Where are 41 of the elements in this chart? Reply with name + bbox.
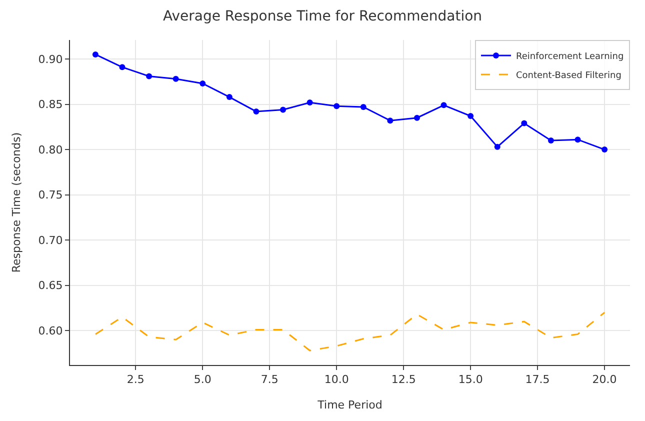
x-tick-label: 7.5: [260, 373, 278, 386]
y-tick-label: 0.65: [38, 279, 63, 292]
point: [387, 118, 394, 124]
legend-label: Content-Based Filtering: [516, 71, 622, 82]
point: [92, 51, 98, 58]
y-tick-label: 0.80: [38, 143, 63, 156]
x-tick-label: 20.0: [592, 373, 617, 386]
x-tick-label: 15.0: [458, 373, 483, 386]
point: [602, 146, 608, 153]
x-tick-label: 10.0: [324, 373, 349, 386]
y-tick-label: 0.85: [38, 98, 63, 112]
line-series: [94, 312, 606, 352]
x-tick-label: 5.0: [194, 373, 212, 386]
point: [172, 76, 179, 82]
point: [360, 104, 366, 110]
legend-label: Reinforcement Learning: [516, 52, 624, 62]
point: [521, 120, 528, 126]
x-axis-title: Time Period: [316, 398, 382, 412]
point: [280, 106, 286, 113]
x-tick-label: 17.5: [525, 373, 550, 386]
y-axis-title: Response Time (seconds): [10, 132, 23, 273]
point: [468, 113, 474, 120]
point: [440, 102, 447, 108]
point: [414, 114, 420, 121]
y-tick-label: 0.75: [38, 188, 63, 202]
point: [306, 99, 313, 106]
point: [119, 64, 126, 70]
point: [548, 137, 554, 144]
y-tick-label: 0.70: [38, 234, 63, 247]
point: [253, 108, 260, 115]
x-tick-label: 2.5: [126, 373, 144, 386]
y-tick-label: 0.90: [38, 52, 63, 66]
point: [146, 73, 152, 80]
point: [574, 136, 581, 143]
x-tick-label: 12.5: [391, 373, 416, 386]
point: [334, 103, 340, 110]
y-tick-label: 0.60: [38, 324, 63, 338]
point: [494, 144, 500, 150]
point: [226, 94, 232, 100]
chart-title: Average Response Time for Recommendation: [162, 8, 482, 24]
point: [200, 80, 206, 86]
